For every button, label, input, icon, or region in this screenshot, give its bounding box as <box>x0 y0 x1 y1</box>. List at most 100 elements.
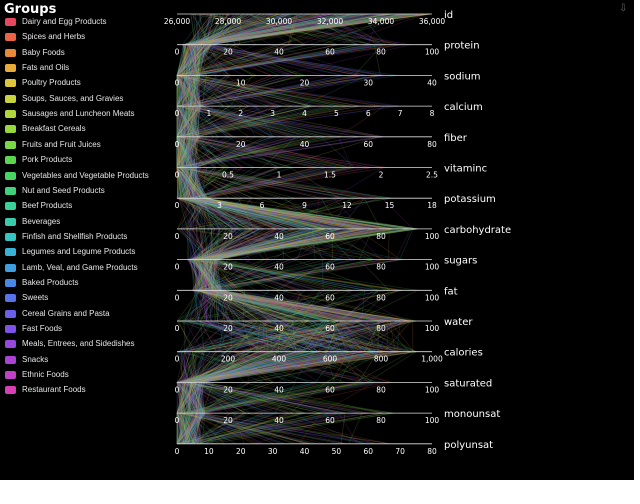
tick-label: 400 <box>272 355 287 364</box>
axes-layer: id 26,000 28,000 30,000 32,000 34,000 36,000 pr… <box>164 10 511 456</box>
tick-label: 10 <box>236 78 246 87</box>
tick-label: 10 <box>204 447 214 456</box>
legend-label: Vegetables and Vegetable Products <box>22 170 149 180</box>
legend-swatch <box>5 64 16 73</box>
legend-swatch <box>5 140 16 149</box>
axis-title[interactable]: vitaminc <box>444 164 487 175</box>
legend-label: Fast Foods <box>22 324 63 333</box>
legend-swatch <box>5 232 16 241</box>
legend-swatch <box>5 371 16 380</box>
legend-swatch <box>5 156 16 165</box>
legend-label: Ethnic Foods <box>22 370 69 380</box>
axis-title[interactable]: potassium <box>444 194 496 205</box>
tick-label: 0 <box>175 447 180 456</box>
tick-label: 100 <box>425 324 440 333</box>
legend-label: Fats and Oils <box>22 63 70 73</box>
legend-swatch <box>5 110 16 119</box>
tick-label: 80 <box>376 324 386 333</box>
tick-label: 0 <box>175 48 180 57</box>
axis-title[interactable]: polyunsat <box>444 440 493 451</box>
legend-label: Nut and Seed Products <box>22 185 105 195</box>
axis-title[interactable]: calcium <box>444 102 483 113</box>
legend-swatch <box>5 18 16 26</box>
tick-label: 20 <box>223 416 233 425</box>
axis-title[interactable]: calories <box>444 348 483 359</box>
tick-label: 0 <box>175 263 180 272</box>
legend-label: Snacks <box>22 354 49 364</box>
legend-label: Soups, Sauces, and Gravies <box>22 93 124 103</box>
tick-label: 0 <box>175 416 180 425</box>
legend-swatch <box>5 294 16 303</box>
tick-label: 3 <box>217 201 222 210</box>
tick-label: 80 <box>427 447 437 456</box>
chart-frame: Groups Dairy and Egg Products Spices and … <box>0 0 634 480</box>
tick-label: 40 <box>427 78 437 87</box>
tick-label: 18 <box>427 201 437 210</box>
legend-swatch <box>5 171 16 180</box>
tick-label: 0 <box>175 385 180 394</box>
tick-label: 40 <box>274 416 284 425</box>
tick-label: 40 <box>300 140 310 149</box>
legend-label: Breakfast Cereals <box>22 124 86 134</box>
tick-label: 50 <box>332 447 342 456</box>
tick-label: 20 <box>236 140 246 149</box>
tick-label: 0 <box>175 355 180 364</box>
tick-label: 1.5 <box>324 171 336 180</box>
tick-label: 1 <box>277 171 282 180</box>
legend-label: Poultry Products <box>22 78 81 88</box>
download-icon[interactable]: ⇩ <box>619 3 628 14</box>
legend-swatch <box>5 263 16 272</box>
axis-title[interactable]: sodium <box>444 71 481 82</box>
tick-label: 36,000 <box>419 17 445 26</box>
tick-label: 6 <box>260 201 265 210</box>
tick-label: 2 <box>238 109 243 118</box>
tick-label: 40 <box>274 385 284 394</box>
tick-label: 1 <box>206 109 211 118</box>
tick-label: 20 <box>223 263 233 272</box>
legend-label: Sausages and Luncheon Meats <box>22 109 135 119</box>
tick-label: 60 <box>325 48 335 57</box>
tick-label: 80 <box>376 48 386 57</box>
tick-label: 200 <box>221 355 236 364</box>
tick-label: 80 <box>376 416 386 425</box>
tick-label: 600 <box>323 355 338 364</box>
axis-title[interactable]: saturated <box>444 378 492 389</box>
tick-label: 60 <box>325 263 335 272</box>
legend-swatch <box>5 278 16 287</box>
tick-label: 800 <box>374 355 389 364</box>
tick-label: 0 <box>175 171 180 180</box>
axis-title[interactable]: water <box>444 317 473 328</box>
tick-label: 0 <box>175 78 180 87</box>
tick-label: 5 <box>334 109 339 118</box>
tick-label: 70 <box>395 447 405 456</box>
axis-title[interactable]: fiber <box>444 133 468 144</box>
tick-label: 80 <box>376 232 386 241</box>
axis-title[interactable]: protein <box>444 41 480 52</box>
tick-label: 40 <box>274 293 284 302</box>
legend-label: Legumes and Legume Products <box>22 247 136 257</box>
legend-swatch <box>5 355 16 364</box>
axis-title[interactable]: id <box>444 10 453 21</box>
legend-label: Cereal Grains and Pasta <box>22 308 110 318</box>
tick-label: 7 <box>398 109 403 118</box>
legend-label: Fruits and Fruit Juices <box>22 139 101 149</box>
tick-label: 0 <box>175 324 180 333</box>
axis-title[interactable]: fat <box>444 286 458 297</box>
tick-label: 20 <box>223 385 233 394</box>
tick-label: 100 <box>425 263 440 272</box>
tick-label: 20 <box>223 293 233 302</box>
legend-swatch <box>5 79 16 88</box>
tick-label: 60 <box>363 447 373 456</box>
tick-label: 30,000 <box>266 17 292 26</box>
axis-title[interactable]: carbohydrate <box>444 225 511 236</box>
axis-title[interactable]: sugars <box>444 256 477 267</box>
legend-label: Dairy and Egg Products <box>22 17 107 26</box>
tick-label: 60 <box>325 293 335 302</box>
tick-label: 28,000 <box>215 17 241 26</box>
legend-label: Pork Products <box>22 155 73 165</box>
legend-swatch <box>5 94 16 103</box>
tick-label: 0 <box>175 232 180 241</box>
axis-title[interactable]: monounsat <box>444 409 500 420</box>
tick-label: 20 <box>223 48 233 57</box>
legend-swatch <box>5 125 16 134</box>
